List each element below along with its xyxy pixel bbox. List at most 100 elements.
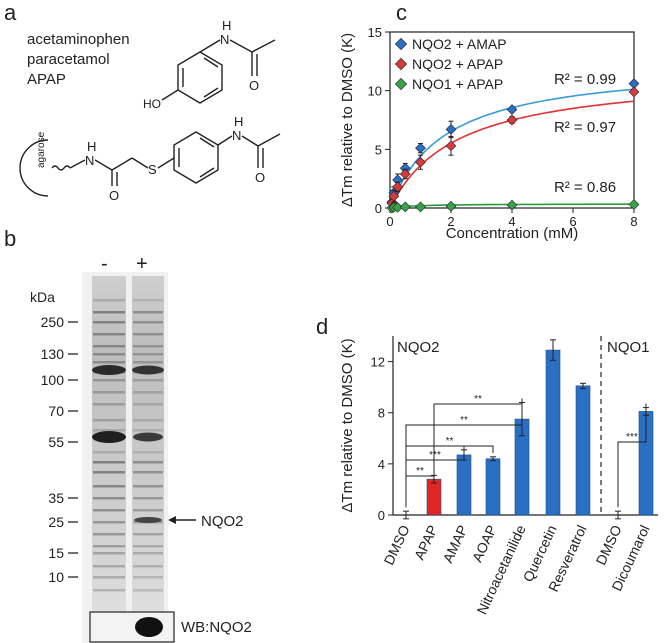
- marker-ladder: 250 130 100 70 55 35 25 15 10: [41, 314, 78, 585]
- arrowhead-icon: [168, 516, 176, 524]
- gel-band-faint: [133, 403, 163, 406]
- marker-label: 100: [41, 372, 65, 388]
- legend-marker: [394, 57, 408, 71]
- r-squared-annotation: R² = 0.86: [554, 179, 616, 196]
- significance-label: ***: [429, 450, 441, 461]
- atom-o: O: [255, 170, 265, 185]
- marker-label: 25: [48, 514, 64, 530]
- atom-n: N: [232, 128, 241, 143]
- marker-label: 35: [48, 490, 64, 506]
- data-point: [392, 202, 403, 213]
- data-point: [399, 168, 411, 180]
- x-tick-label: 6: [569, 214, 576, 229]
- gel-band-faint: [133, 533, 163, 536]
- x-tick-label: 0: [386, 214, 393, 229]
- bar: [426, 478, 442, 516]
- gel-band-faint: [93, 361, 125, 364]
- ring-double-bond: [203, 57, 219, 68]
- agarose-bead: [19, 139, 49, 197]
- data-point: [388, 190, 400, 202]
- gel-band-nqo2: [134, 517, 162, 523]
- gel-band-faint: [93, 471, 125, 474]
- significance-bracket: [405, 398, 523, 508]
- y-tick-label: 8: [378, 406, 385, 421]
- x-tick-label: 2: [447, 214, 454, 229]
- legend-label: NQO2 + AMAP: [412, 36, 507, 52]
- bar: [545, 349, 561, 516]
- gel-band-faint: [93, 521, 125, 524]
- gel-band-faint: [93, 419, 125, 422]
- bar: [575, 385, 591, 516]
- gel-band-faint: [133, 299, 163, 302]
- gel-band-faint: [93, 533, 125, 536]
- ring-double-bond: [203, 87, 219, 98]
- gel-band-faint: [93, 497, 125, 500]
- gel-band-strong: [132, 365, 164, 375]
- lane-plus-label: +: [136, 253, 148, 275]
- panel-b: b - + kDa 250 130 100 70 55 35 25 15 10 NQO2 WB:…: [4, 226, 252, 643]
- nqo2-band-label: NQO2: [201, 513, 244, 530]
- gel-band-faint: [93, 429, 125, 432]
- marker-label: 70: [48, 403, 64, 419]
- gel-band-faint: [93, 576, 125, 579]
- gel-band-faint: [133, 485, 163, 488]
- atom-h: H: [234, 114, 243, 129]
- gel-band-faint: [93, 353, 125, 356]
- gel-band-faint: [93, 451, 125, 454]
- category-label: AOAP: [469, 523, 500, 565]
- category-label: APAP: [411, 523, 441, 563]
- data-point: [506, 104, 518, 115]
- r-squared-annotation: R² = 0.97: [554, 119, 616, 136]
- y-tick-label: 15: [368, 25, 382, 40]
- bond: [229, 39, 253, 53]
- gel-band-faint: [93, 299, 125, 302]
- gel-band-faint: [133, 552, 163, 555]
- data-point: [445, 140, 457, 152]
- significance-bracket: [433, 398, 523, 472]
- gel-band-faint: [133, 497, 163, 500]
- benzene-ring: [173, 131, 219, 184]
- gel-band-faint: [133, 576, 163, 579]
- gel-band-faint: [133, 333, 163, 336]
- gel-band-faint: [93, 379, 125, 382]
- gel-band-faint: [133, 353, 163, 356]
- y-tick-label: 12: [371, 355, 385, 370]
- western-blot-band: [135, 617, 163, 637]
- hydroxyl-bond: [161, 89, 179, 101]
- atom-o: O: [109, 188, 119, 203]
- atom-n: N: [220, 32, 229, 47]
- gel-band-faint: [133, 545, 163, 548]
- y-axis-label: ΔTm relative to DMSO (K): [339, 33, 356, 207]
- significance-label: ***: [626, 432, 638, 443]
- y-tick-label: 0: [378, 508, 385, 523]
- wavy-linker: [51, 165, 71, 171]
- gel-band-faint: [133, 419, 163, 422]
- bond: [157, 157, 175, 169]
- y-tick-label: 4: [378, 457, 385, 472]
- marker-label: 130: [41, 346, 65, 362]
- atom-h: H: [87, 139, 96, 154]
- panel-d-letter: d: [316, 314, 328, 339]
- gel-band-strong: [133, 432, 163, 442]
- compound-name-1: acetaminophen: [27, 31, 130, 48]
- gel-band-faint: [93, 485, 125, 488]
- data-point: [628, 199, 640, 210]
- data-point: [399, 162, 411, 174]
- gel-band-faint: [133, 451, 163, 454]
- panel-a-letter: a: [4, 0, 17, 25]
- group-label-nqo2: NQO2: [397, 339, 440, 356]
- gel-band-faint: [93, 345, 125, 348]
- western-blot-label: WB:NQO2: [181, 619, 252, 636]
- y-tick-label: 5: [375, 142, 382, 157]
- kda-label: kDa: [30, 289, 55, 305]
- western-blot-box: [89, 611, 175, 643]
- bond: [199, 39, 221, 53]
- gel-band-faint: [133, 361, 163, 364]
- atom-o: O: [249, 78, 259, 93]
- panel-c-letter: c: [396, 0, 407, 25]
- bond: [69, 159, 86, 169]
- significance-label: **: [446, 436, 454, 447]
- data-point: [415, 156, 426, 168]
